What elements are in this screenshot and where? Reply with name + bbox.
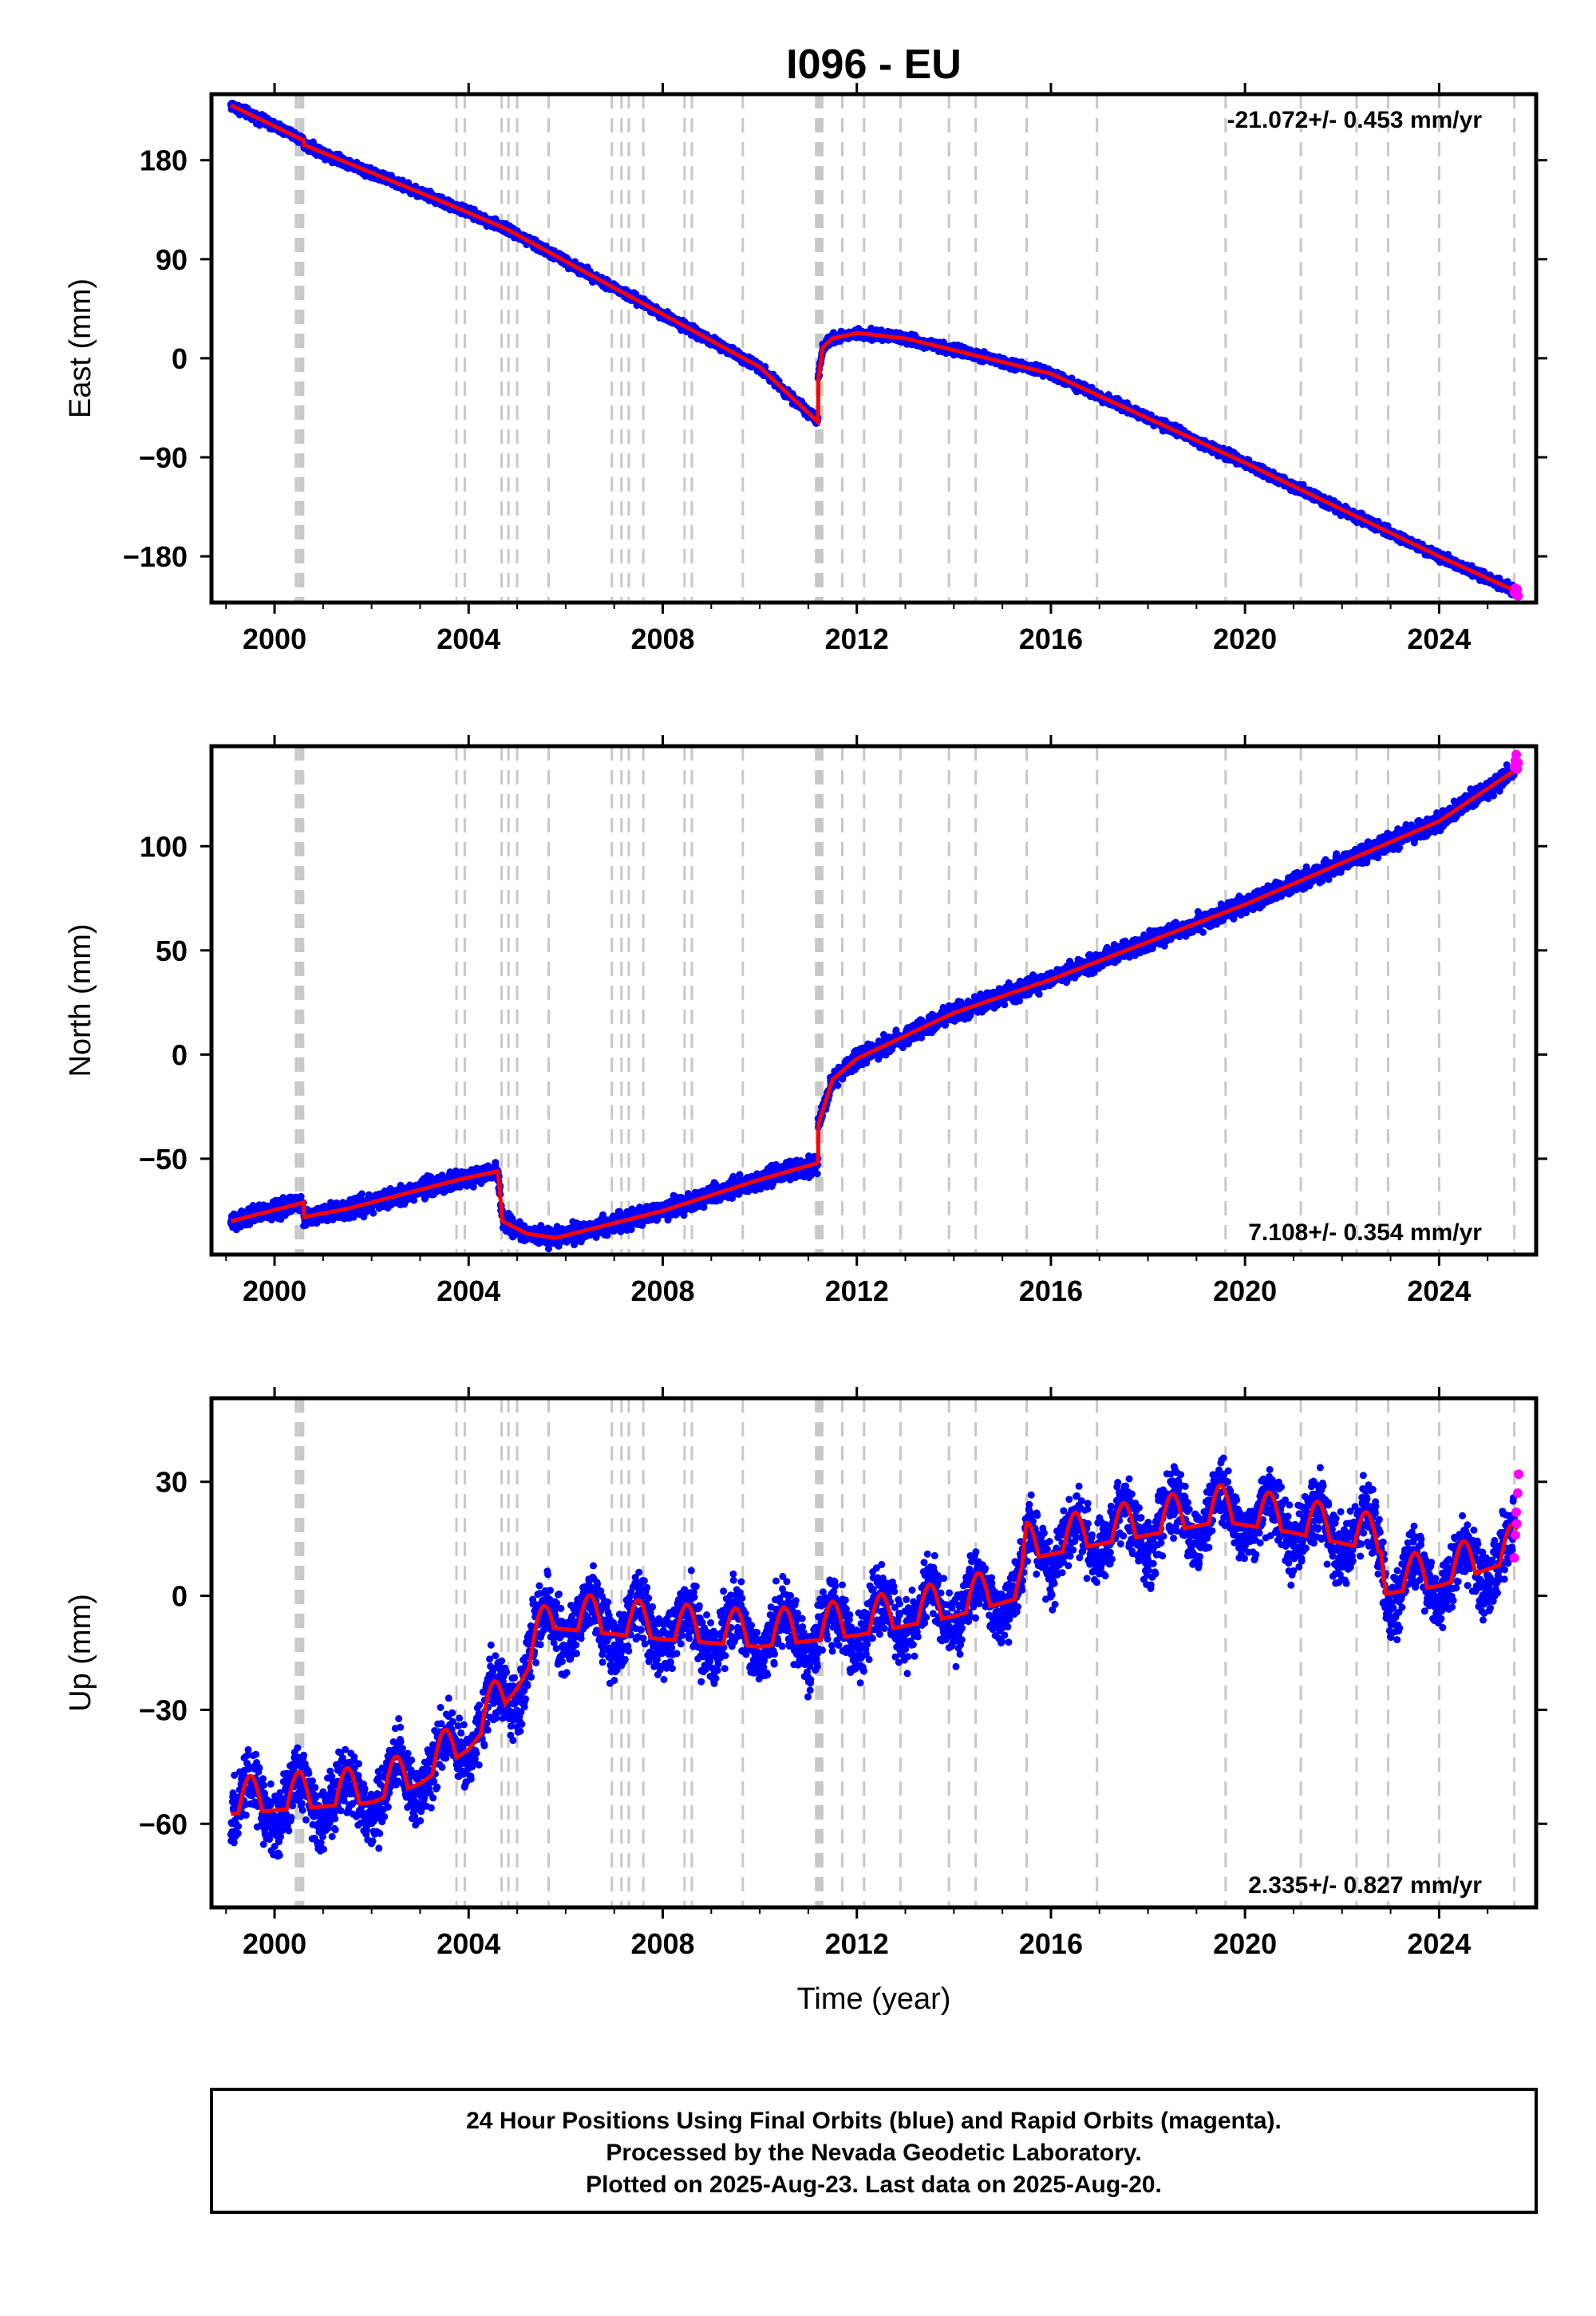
y-tick-label: 0	[172, 342, 188, 375]
x-tick-label: 2020	[1213, 622, 1277, 655]
x-tick-label: 2024	[1407, 622, 1471, 655]
rapid-point	[1513, 591, 1523, 601]
y-tick-label: −180	[123, 540, 188, 573]
y-tick-label: −90	[139, 441, 188, 474]
x-tick-label: 2004	[437, 622, 500, 655]
figure-title: I096 - EU	[786, 41, 962, 88]
east-panel: 2000 2004 2008 2012 2016 2020 2024 180 90 0 −90 −18…	[64, 83, 1547, 655]
x-tick-label: 2008	[630, 622, 694, 655]
y-tick-label: 90	[156, 243, 188, 276]
event-lines	[294, 94, 1516, 603]
x-tick-label: 2012	[825, 622, 889, 655]
rate-annotation: -21.072+/- 0.453 mm/yr	[1227, 107, 1483, 133]
x-tick-label: 2000	[243, 622, 306, 655]
y-tick-label: 180	[140, 144, 188, 177]
y-axis-label: East (mm)	[64, 279, 97, 418]
x-tick-label: 2016	[1019, 622, 1083, 655]
